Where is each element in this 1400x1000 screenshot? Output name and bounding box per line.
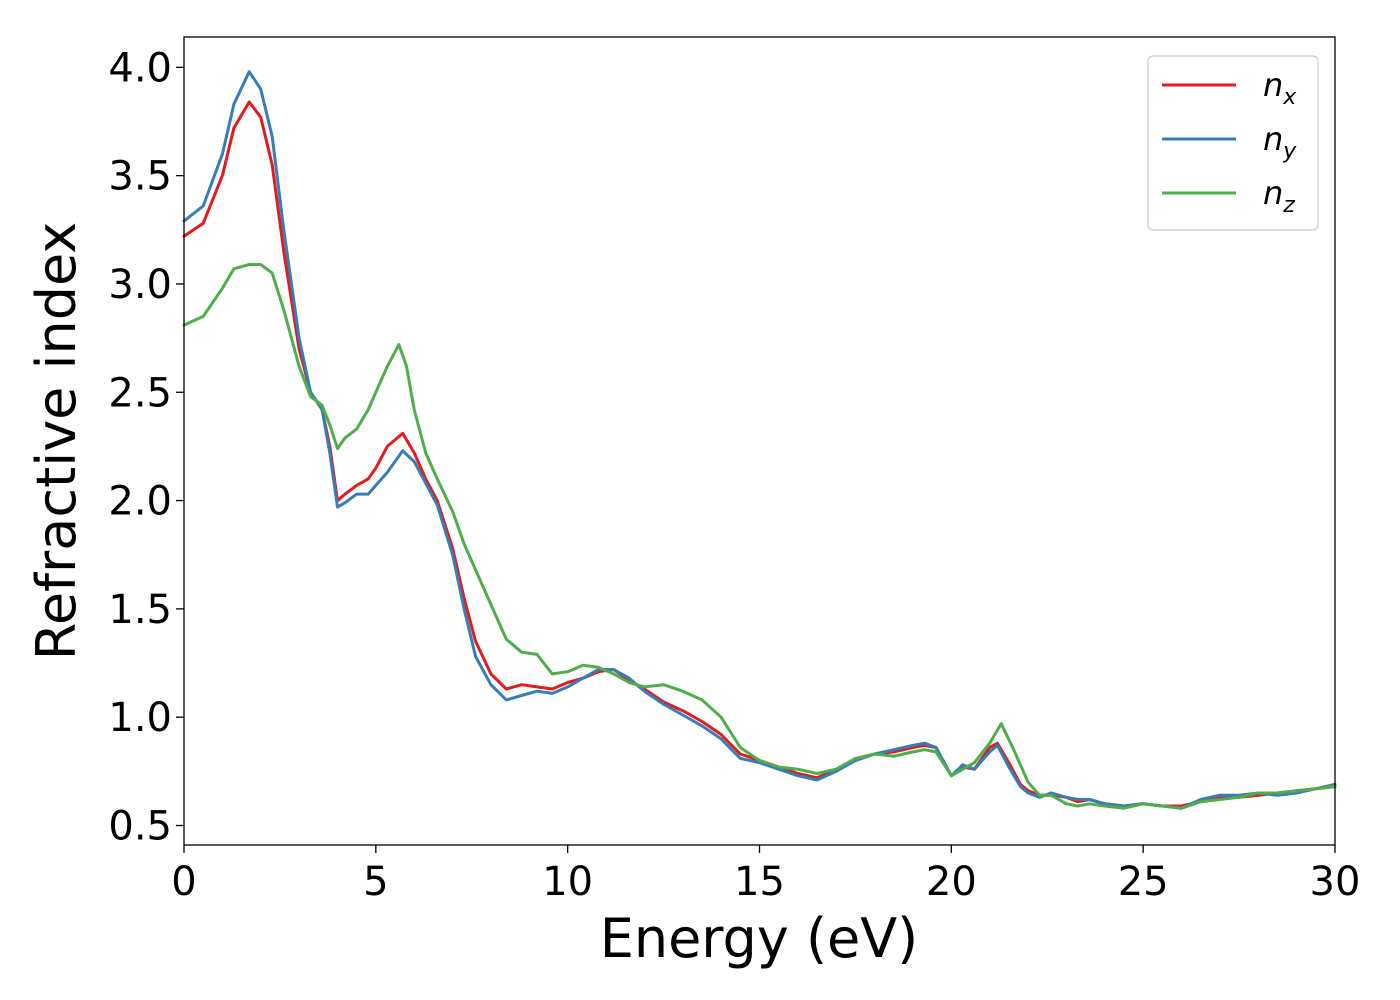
y-tick-label: 2.0 [108, 479, 172, 525]
x-tick-label: 30 [1310, 859, 1361, 905]
y-axis-title: Refractive index [25, 222, 88, 661]
y-tick-label: 3.5 [108, 154, 172, 200]
x-tick-label: 5 [363, 859, 388, 905]
legend-label-subscript: y [1282, 139, 1297, 164]
y-tick-label: 0.5 [108, 804, 172, 850]
legend-label-main: n [1263, 174, 1283, 212]
x-axis-title: Energy (eV) [600, 907, 919, 970]
x-tick-label: 0 [171, 859, 196, 905]
y-tick-label: 2.5 [108, 370, 172, 416]
x-tick-label: 15 [734, 859, 785, 905]
x-tick-label: 25 [1118, 859, 1169, 905]
x-tick-label: 10 [542, 859, 593, 905]
series-layer [182, 70, 1337, 810]
y-tick-label: 4.0 [108, 45, 172, 91]
y-tick-label: 1.5 [108, 587, 172, 633]
legend-label-n_x: nx [1263, 66, 1297, 110]
legend-label-n_y: ny [1263, 120, 1297, 164]
legend-label-main: n [1263, 66, 1283, 104]
y-tick-label: 3.0 [108, 262, 172, 308]
series-line-n_z [182, 263, 1337, 810]
x-axis: 0 5 10 15 20 25 30 [171, 845, 1360, 905]
legend-label-main: n [1263, 120, 1283, 158]
legend-label-subscript: x [1282, 85, 1297, 110]
legend-box [1147, 55, 1319, 231]
series-line-n_y [182, 70, 1337, 810]
legend-label-subscript: z [1282, 193, 1295, 218]
x-tick-label: 20 [926, 859, 977, 905]
y-axis: 0.5 1.0 1.5 2.0 2.5 3.0 3.5 4.0 [108, 45, 184, 850]
y-tick-label: 1.0 [108, 695, 172, 741]
legend-label-n_z: nz [1263, 174, 1295, 218]
